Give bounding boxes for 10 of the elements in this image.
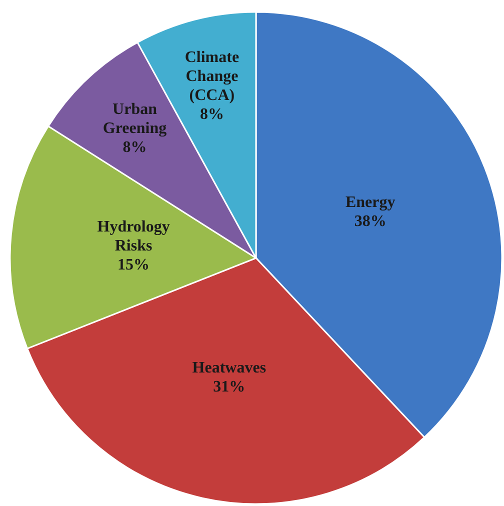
data-label: 8% — [200, 106, 224, 123]
slice-label: Climate Change (CCA) — [184, 48, 240, 104]
data-label: 15% — [118, 256, 150, 274]
slice-label: Urban Greening — [102, 100, 167, 137]
data-label: 38% — [354, 212, 386, 230]
data-label: 31% — [213, 378, 246, 396]
slice-label: Energy — [345, 194, 396, 211]
slice-label: Heatwaves — [192, 359, 266, 376]
slice-label: Hydrology Risks — [97, 218, 170, 254]
data-label: 8% — [122, 138, 147, 156]
